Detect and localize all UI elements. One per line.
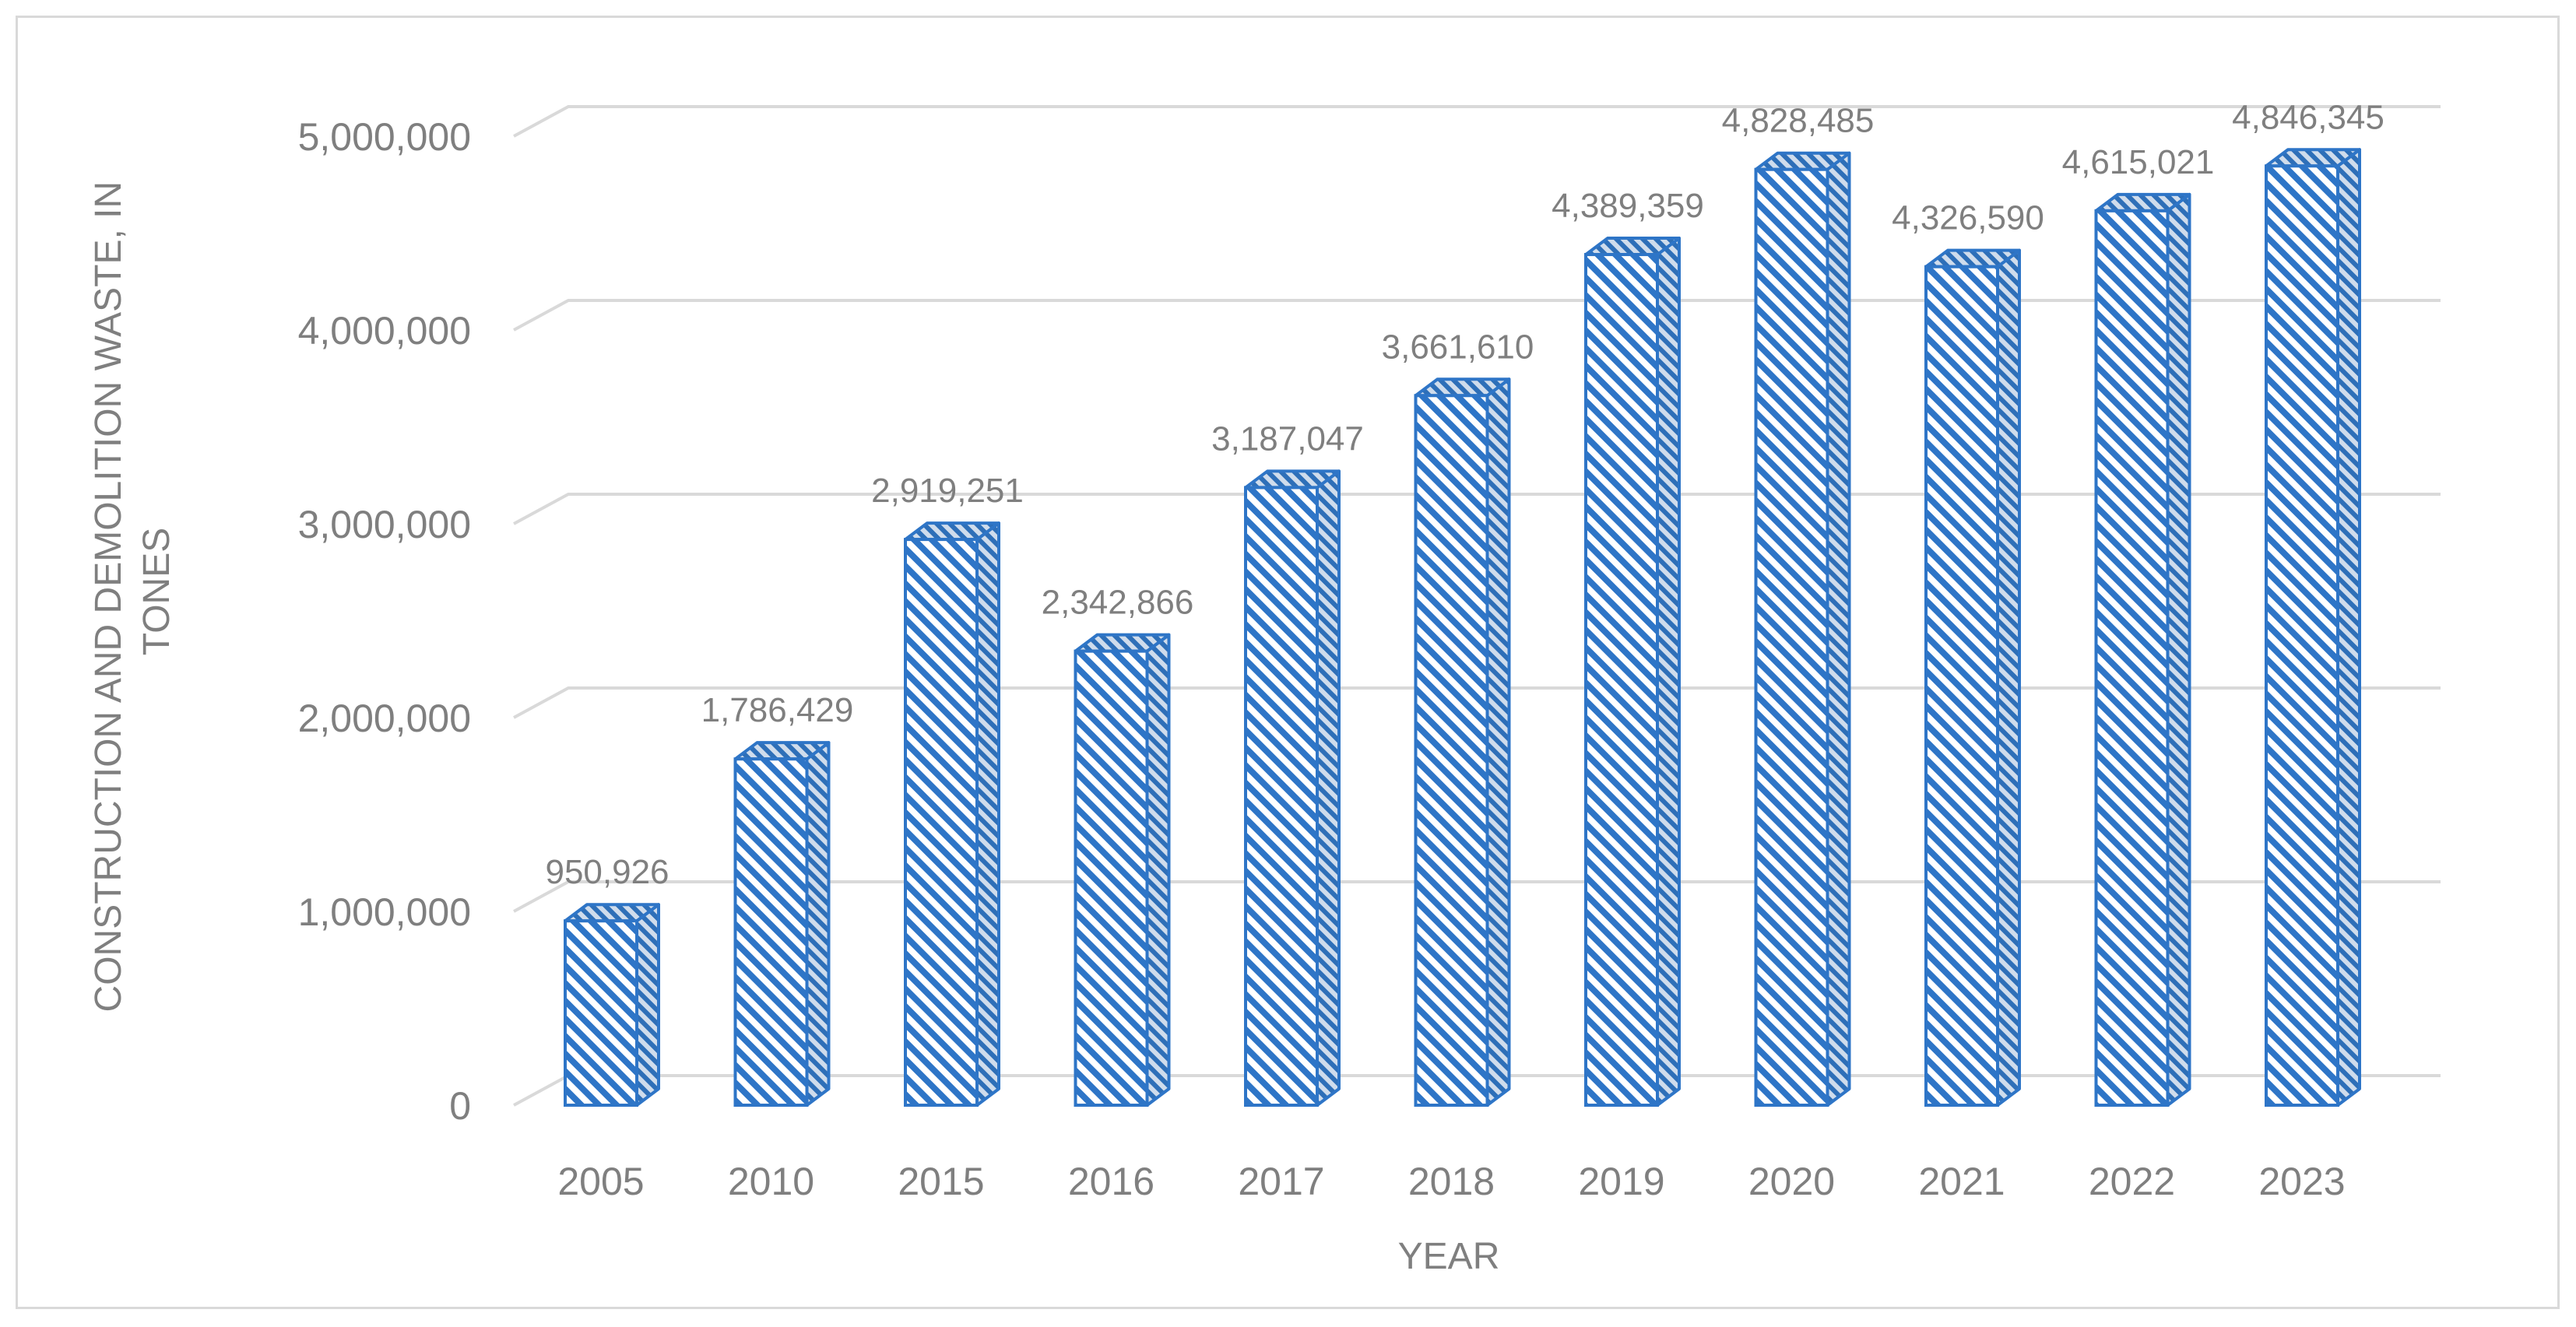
bar-side [2336,148,2361,1107]
x-axis-title: YEAR [1398,1236,1500,1277]
bar-side [975,521,1000,1107]
bar-front [733,757,809,1108]
bar-side [1656,237,1681,1107]
bar-2023 [2265,148,2361,1107]
data-label: 4,326,590 [1892,199,2044,237]
bar-2018 [1414,377,1511,1108]
data-label: 950,926 [545,853,669,891]
data-label: 4,389,359 [1552,187,1704,225]
bar-side [1996,248,2021,1107]
data-label: 3,187,047 [1211,420,1364,458]
bar-2022 [2094,192,2191,1108]
bar-front [564,919,638,1108]
y-tick-label: 1,000,000 [298,890,471,934]
bar-side [1145,633,1171,1107]
x-tick-label: 2021 [1918,1160,2005,1203]
data-label: 4,828,485 [1722,102,1875,140]
bar-2016 [1074,633,1171,1107]
y-tick-label: 2,000,000 [298,697,471,740]
data-label: 3,661,610 [1382,328,1534,366]
data-label: 2,342,866 [1042,584,1194,622]
bar-front [1414,394,1489,1108]
bar-side [1485,377,1511,1107]
bars [564,148,2361,1108]
bar-side [805,741,831,1107]
x-tick-label: 2019 [1578,1160,1664,1203]
y-axis-ticks: 0 1,000,000 2,000,000 3,000,000 4,000,000 5,0… [298,115,471,1128]
y-tick-label: 5,000,000 [298,115,471,159]
data-label: 2,919,251 [871,472,1024,510]
bar-side [1316,469,1341,1107]
x-axis-categories: 2005 2010 2015 2016 2017 2018 2019 2020 2021 2022… [557,1160,2345,1203]
x-tick-label: 2018 [1408,1160,1495,1203]
bar-front [1584,253,1659,1108]
bar-side [635,903,660,1107]
x-tick-label: 2023 [2258,1160,2345,1203]
x-tick-label: 2015 [898,1160,984,1203]
bar-front [904,538,979,1107]
data-labels: 950,926 1,786,429 2,919,251 2,342,866 3,187,… [545,98,2384,891]
bar-2005 [564,903,660,1108]
y-tick-label: 0 [449,1084,471,1128]
x-tick-label: 2005 [557,1160,644,1203]
bar-front [1924,265,1999,1107]
y-axis-title: CONSTRUCTION AND DEMOLITION WASTE, IN TO… [88,171,177,1013]
x-tick-label: 2017 [1238,1160,1324,1203]
y-axis-title-line-1: CONSTRUCTION AND DEMOLITION WASTE, IN [88,181,129,1013]
x-tick-label: 2016 [1068,1160,1154,1203]
bar-2010 [733,741,831,1108]
bar-side [2166,192,2191,1107]
bar-2017 [1244,469,1341,1107]
x-tick-label: 2010 [728,1160,814,1203]
data-label: 4,846,345 [2232,98,2384,136]
gridline [513,105,2441,138]
bar-2020 [1754,151,1851,1107]
y-axis-title-line-2: TONES [136,528,177,655]
x-tick-label: 2020 [1748,1160,1835,1203]
bar-2021 [1924,248,2021,1107]
bar-front [2094,209,2170,1108]
data-label: 1,786,429 [701,691,854,729]
y-tick-label: 3,000,000 [298,503,471,546]
bar-2015 [904,521,1000,1107]
bar-2019 [1584,237,1681,1108]
data-label: 4,615,021 [2062,143,2215,181]
bar-side [1826,151,1851,1107]
bar-front [1074,649,1149,1107]
y-tick-label: 4,000,000 [298,309,471,353]
bar-front [1754,167,1829,1107]
x-tick-label: 2022 [2089,1160,2175,1203]
bar-front [1244,486,1319,1107]
bar-front [2265,164,2339,1107]
